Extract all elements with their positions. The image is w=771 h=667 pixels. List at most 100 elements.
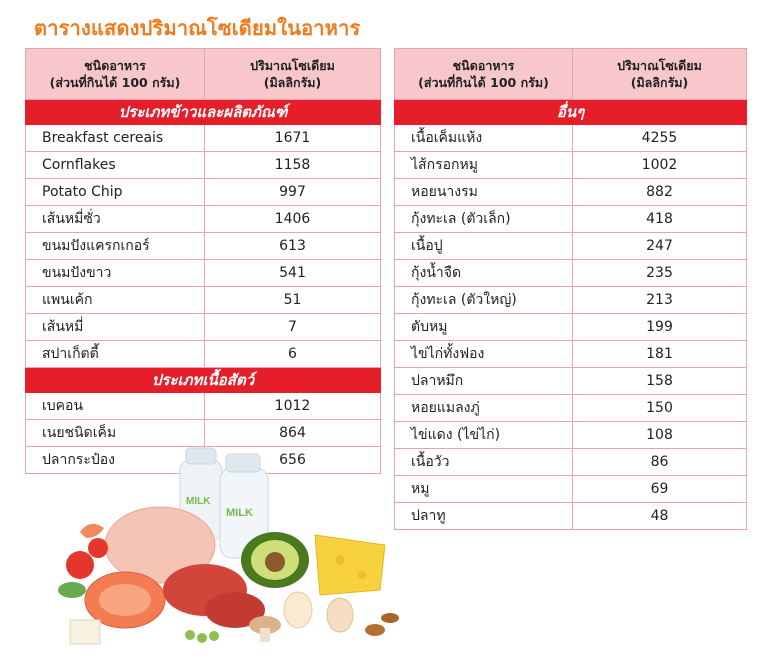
food-name-cell: หมู	[394, 475, 573, 503]
sodium-value-cell: 1012	[204, 392, 381, 420]
table-row: หมู 69	[394, 475, 747, 503]
sodium-value-cell: 158	[572, 367, 747, 395]
sodium-value-cell: 235	[572, 259, 747, 287]
sodium-value-cell: 418	[572, 205, 747, 233]
sodium-value-cell: 199	[572, 313, 747, 341]
mushroom-icon	[249, 616, 281, 634]
table-row: ขนมปังแครกเกอร์ 613	[25, 232, 381, 260]
sodium-value-cell: 51	[204, 286, 381, 314]
table-row: Potato Chip 997	[25, 178, 381, 206]
table-row: เนื้อวัว 86	[394, 448, 747, 476]
food-name-cell: ไข่ไก่ทั้งฟอง	[394, 340, 573, 368]
food-name-cell: กุ้งทะเล (ตัวเล็ก)	[394, 205, 573, 233]
table-header-row: ชนิดอาหาร (ส่วนที่กินได้ 100 กรัม) ปริมา…	[394, 48, 747, 100]
tomato-icon	[66, 551, 94, 579]
header-food-type-unit: (ส่วนที่กินได้ 100 กรัม)	[49, 75, 181, 90]
sodium-value-cell: 4255	[572, 124, 747, 152]
table-row: ไข่ไก่ทั้งฟอง 181	[394, 340, 747, 368]
food-name-cell: ขนมปังขาว	[25, 259, 205, 287]
table-row: เส้นหมี่ 7	[25, 313, 381, 341]
sodium-value-cell: 6	[204, 340, 381, 368]
leaf-icon	[58, 582, 86, 598]
sodium-table-left: ชนิดอาหาร (ส่วนที่กินได้ 100 กรัม) ปริมา…	[25, 48, 381, 474]
header-food-type: ชนิดอาหาร (ส่วนที่กินได้ 100 กรัม)	[25, 48, 205, 100]
section-header-row: อื่นๆ	[394, 99, 747, 125]
header-sodium-unit: (มิลลิกรัม)	[630, 75, 689, 90]
food-name-cell: หอยนางรม	[394, 178, 573, 206]
food-name-cell: เนื้อปู	[394, 232, 573, 260]
sodium-value-cell: 1406	[204, 205, 381, 233]
table-row: หอยแมลงภู่ 150	[394, 394, 747, 422]
food-name-cell: เนื้อเค็มแห้ง	[394, 124, 573, 152]
sodium-value-cell: 213	[572, 286, 747, 314]
sodium-table-right: ชนิดอาหาร (ส่วนที่กินได้ 100 กรัม) ปริมา…	[394, 48, 747, 530]
milk-label: MILK	[226, 507, 253, 519]
sodium-value-cell: 1002	[572, 151, 747, 179]
table-row: สปาเก็ตตี้ 6	[25, 340, 381, 368]
table-row: หอยนางรม 882	[394, 178, 747, 206]
food-name-cell: Potato Chip	[25, 178, 205, 206]
header-sodium: ปริมาณโซเดียม (มิลลิกรัม)	[572, 48, 747, 100]
nut-icon	[365, 624, 385, 636]
table-row: กุ้งทะเล (ตัวใหญ่) 213	[394, 286, 747, 314]
table-row: กุ้งน้ำจืด 235	[394, 259, 747, 287]
table-row: กุ้งทะเล (ตัวเล็ก) 418	[394, 205, 747, 233]
cheese-icon	[314, 534, 386, 596]
tofu-icon	[69, 619, 101, 645]
sodium-value-cell: 108	[572, 421, 747, 449]
header-food-type-label: ชนิดอาหาร	[84, 58, 146, 73]
table-header-row: ชนิดอาหาร (ส่วนที่กินได้ 100 กรัม) ปริมา…	[25, 48, 381, 100]
sodium-value-cell: 1671	[204, 124, 381, 152]
section-title: อื่นๆ	[394, 99, 747, 125]
milk-label: MILK	[186, 496, 211, 507]
sodium-value-cell: 997	[204, 178, 381, 206]
sodium-value-cell: 86	[572, 448, 747, 476]
food-name-cell: แพนเค้ก	[25, 286, 205, 314]
table-row: เบคอน 1012	[25, 392, 381, 420]
food-illustration: MILK MILK	[58, 447, 399, 645]
food-name-cell: หอยแมลงภู่	[394, 394, 573, 422]
food-name-cell: เนยชนิดเค็ม	[25, 419, 205, 447]
page-title: ตารางแสดงปริมาณโซเดียมในอาหาร	[34, 16, 361, 40]
food-name-cell: ไข่แดง (ไข่ไก่)	[394, 421, 573, 449]
egg-icon	[283, 591, 313, 629]
food-name-cell: กุ้งทะเล (ตัวใหญ่)	[394, 286, 573, 314]
sodium-value-cell: 864	[204, 419, 381, 447]
pea-icon	[185, 630, 195, 640]
table-row: ขนมปังขาว 541	[25, 259, 381, 287]
food-name-cell: ขนมปังแครกเกอร์	[25, 232, 205, 260]
table-row: ปลาหมึก 158	[394, 367, 747, 395]
food-name-cell: Cornflakes	[25, 151, 205, 179]
table-row: เนื้อเค็มแห้ง 4255	[394, 124, 747, 152]
milk-bottle-icon: MILK	[219, 453, 269, 559]
table-row: เส้นหมี่ซั่ว 1406	[25, 205, 381, 233]
header-sodium-label: ปริมาณโซเดียม	[617, 58, 702, 73]
food-name-cell: ตับหมู	[394, 313, 573, 341]
sodium-value-cell: 882	[572, 178, 747, 206]
table-row: ปลาทู 48	[394, 502, 747, 530]
table-row: ไส้กรอกหมู 1002	[394, 151, 747, 179]
sodium-value-cell: 48	[572, 502, 747, 530]
shrimp-icon	[80, 523, 104, 538]
header-food-type-unit: (ส่วนที่กินได้ 100 กรัม)	[418, 75, 549, 90]
food-name-cell: ปลาหมึก	[394, 367, 573, 395]
header-food-type-label: ชนิดอาหาร	[452, 58, 515, 73]
food-name-cell: เส้นหมี่	[25, 313, 205, 341]
table-row: ตับหมู 199	[394, 313, 747, 341]
section-header-row: ประเภทข้าวและผลิตภัณฑ์	[25, 99, 381, 125]
header-sodium-label: ปริมาณโซเดียม	[250, 58, 335, 73]
section-title: ประเภทข้าวและผลิตภัณฑ์	[25, 99, 381, 125]
header-food-type: ชนิดอาหาร (ส่วนที่กินได้ 100 กรัม)	[394, 48, 573, 100]
sodium-value-cell: 7	[204, 313, 381, 341]
sodium-value-cell: 150	[572, 394, 747, 422]
section-title: ประเภทเนื้อสัตว์	[25, 367, 381, 393]
table-row: Breakfast cereais 1671	[25, 124, 381, 152]
table-row: แพนเค้ก 51	[25, 286, 381, 314]
food-name-cell: กุ้งน้ำจืด	[394, 259, 573, 287]
food-name-cell: ไส้กรอกหมู	[394, 151, 573, 179]
food-name-cell: สปาเก็ตตี้	[25, 340, 205, 368]
header-sodium: ปริมาณโซเดียม (มิลลิกรัม)	[204, 48, 381, 100]
table-row: เนยชนิดเค็ม 864	[25, 419, 381, 447]
table-row: ไข่แดง (ไข่ไก่) 108	[394, 421, 747, 449]
food-name-cell: เนื้อวัว	[394, 448, 573, 476]
